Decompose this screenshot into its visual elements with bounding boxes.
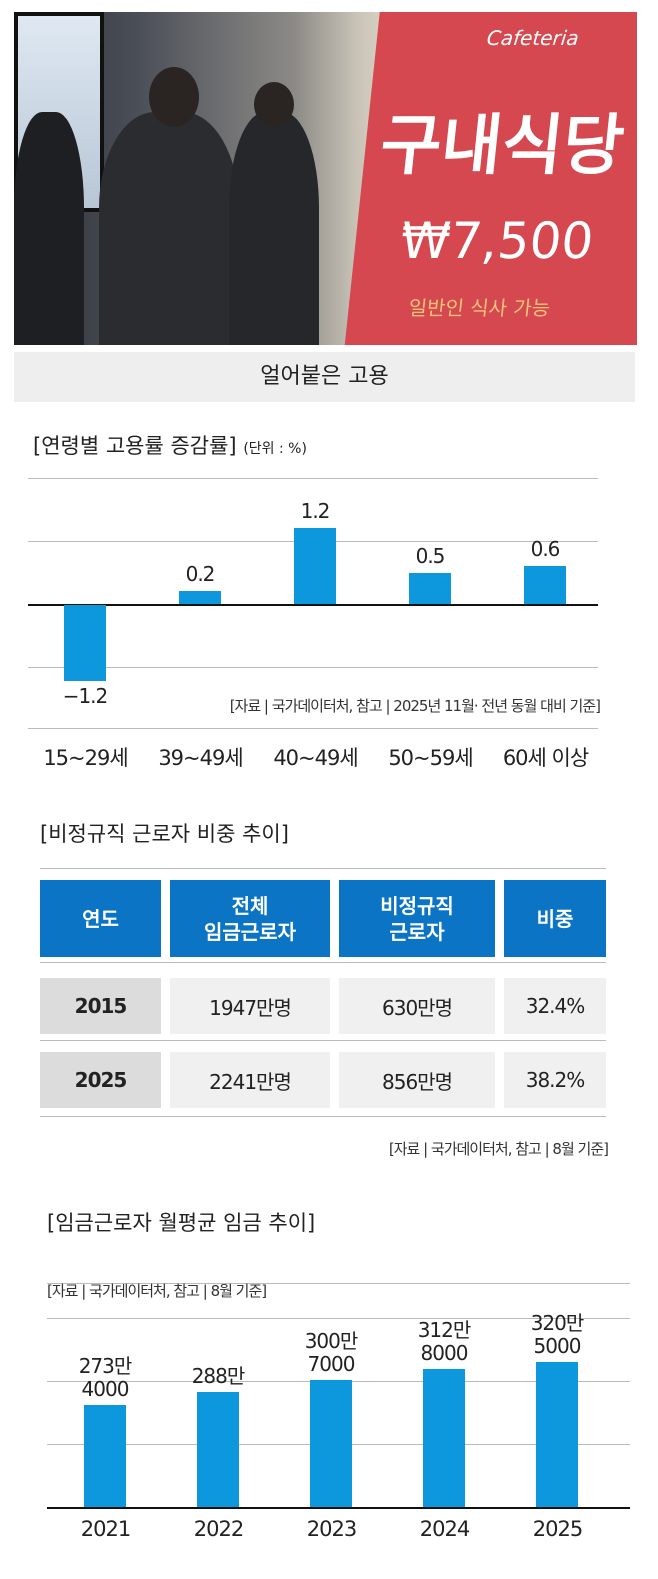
bar	[197, 1391, 239, 1507]
table-source: [자료 | 국가데이터처, 참고 | 8월 기준]	[388, 1140, 609, 1158]
data-label-line: 300만	[304, 1329, 359, 1354]
data-label: 300만 7000	[291, 1330, 371, 1376]
person-head	[149, 67, 199, 127]
data-label-line: 4000	[81, 1377, 130, 1402]
bar	[310, 1380, 352, 1507]
data-label: −1.2	[62, 683, 109, 708]
data-label: 1.2	[300, 499, 331, 524]
x-tick-label: 2025	[532, 1517, 583, 1541]
table-cell: 630만명	[339, 978, 495, 1034]
table-header-cell: 비정규직 근로자	[339, 880, 495, 957]
divider	[28, 728, 598, 729]
person-head	[254, 82, 294, 127]
table-cell: 2241만명	[170, 1052, 330, 1108]
x-tick-label: 60세 이상	[502, 746, 589, 770]
row-divider	[40, 1040, 606, 1041]
chart1-title: [연령별 고용률 증감률] (단위 : %)	[33, 434, 307, 458]
chart3-title: [임금근로자 월평균 임금 추이]	[47, 1211, 316, 1235]
x-tick-label: 39~49세	[158, 746, 243, 770]
gridline	[28, 478, 598, 479]
row-divider	[40, 1116, 606, 1117]
sign-text: Cafeteria	[485, 26, 581, 50]
cafeteria-sign: Cafeteria 구내식당 ₩7,500 일반인 식사 가능	[344, 12, 637, 345]
x-tick-label: 15~29세	[43, 746, 128, 770]
photo-caption: 얼어붙은 고용	[14, 352, 635, 402]
data-label-line: 312만	[417, 1318, 472, 1343]
divider	[40, 868, 606, 869]
x-tick-label: 2024	[419, 1517, 470, 1541]
row-divider	[40, 962, 606, 963]
x-tick-label: 40~49세	[273, 746, 358, 770]
person	[14, 112, 84, 345]
x-tick-label: 2021	[80, 1517, 131, 1541]
data-label-line: 288만	[191, 1363, 246, 1388]
person	[229, 112, 319, 345]
data-label: 288만	[178, 1363, 258, 1388]
data-label: 0.2	[185, 562, 216, 587]
bar	[536, 1362, 578, 1507]
bar	[84, 1405, 126, 1507]
sign-text: 구내식당	[376, 107, 628, 184]
bar	[524, 566, 566, 604]
bar	[294, 528, 336, 604]
sign-text: 일반인 식사 가능	[407, 296, 552, 320]
sign-price: ₩7,500	[397, 212, 597, 270]
table-header-cell: 전체 임금근로자	[170, 880, 330, 957]
x-tick-label: 2022	[193, 1517, 244, 1541]
bar	[64, 605, 106, 681]
data-label: 273만 4000	[65, 1355, 145, 1401]
data-label-line: 7000	[307, 1352, 356, 1377]
zero-line	[28, 604, 598, 606]
x-tick-label: 50~59세	[388, 746, 473, 770]
data-label-line: 320만	[530, 1311, 585, 1336]
chart1-source: [자료 | 국가데이터처, 참고 | 2025년 11월· 전년 동월 대비 기…	[229, 697, 601, 715]
person	[99, 112, 239, 345]
bar	[179, 591, 221, 604]
table-cell: 1947만명	[170, 978, 330, 1034]
table-cell: 2015	[40, 978, 161, 1034]
data-label: 312만 8000	[404, 1319, 484, 1365]
table-cell: 2025	[40, 1052, 161, 1108]
x-tick-label: 2023	[306, 1517, 357, 1541]
bar	[423, 1369, 465, 1507]
gridline	[47, 1318, 630, 1319]
data-label: 0.6	[530, 537, 561, 562]
cafeteria-photo: Cafeteria 구내식당 ₩7,500 일반인 식사 가능	[14, 12, 637, 345]
chart3-source: [자료 | 국가데이터처, 참고 | 8월 기준]	[47, 1282, 267, 1300]
gridline	[28, 667, 598, 668]
divider	[47, 1283, 630, 1284]
data-label: 0.5	[415, 543, 446, 568]
bar	[409, 572, 451, 604]
data-label: 320만 5000	[517, 1312, 597, 1358]
data-label-line: 5000	[533, 1334, 582, 1359]
table-cell: 32.4%	[504, 978, 606, 1034]
chart1-unit: (단위 : %)	[243, 441, 307, 457]
table-header-cell: 비중	[504, 880, 606, 957]
table-cell: 38.2%	[504, 1052, 606, 1108]
baseline	[47, 1507, 630, 1509]
table-cell: 856만명	[339, 1052, 495, 1108]
table-header-cell: 연도	[40, 880, 161, 957]
data-label-line: 273만	[78, 1354, 133, 1379]
table-title: [비정규직 근로자 비중 추이]	[40, 822, 289, 846]
data-label-line: 8000	[420, 1341, 469, 1366]
